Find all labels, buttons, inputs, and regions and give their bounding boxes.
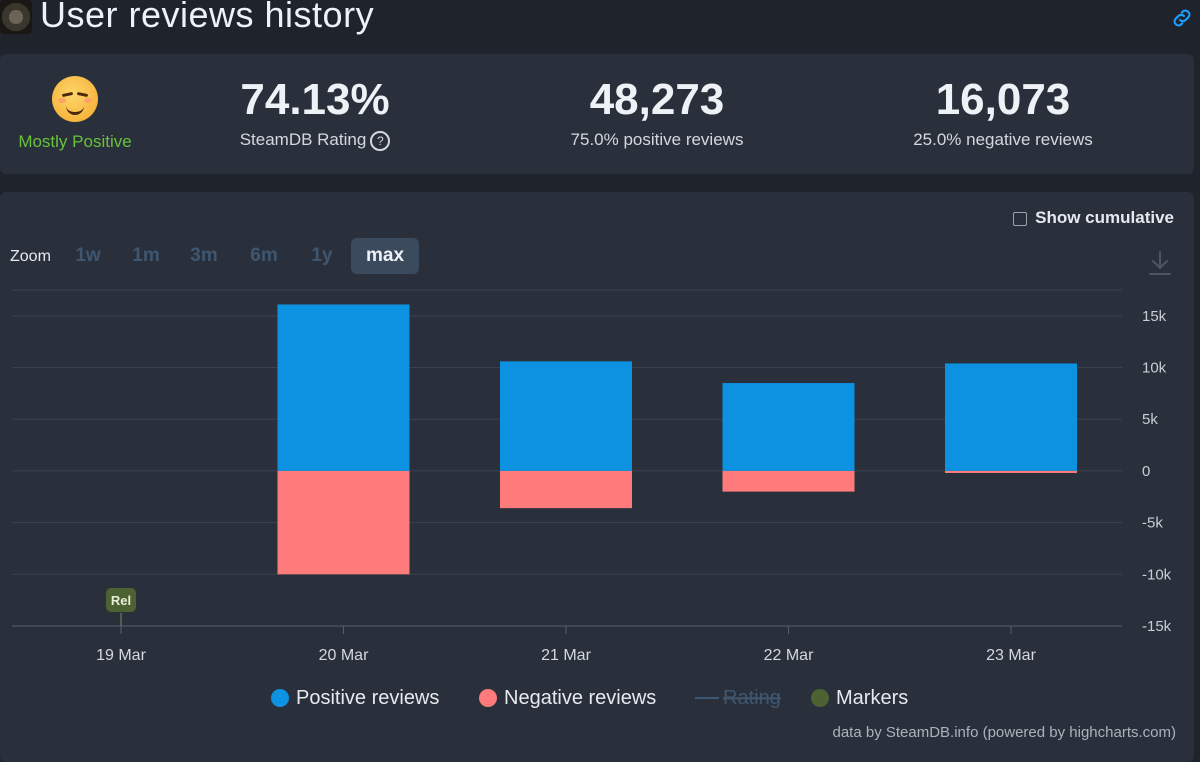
legend-negative-symbol[interactable] [479,689,497,707]
zoom-max-button[interactable]: max [351,238,419,274]
legend-positive-symbol[interactable] [271,689,289,707]
negative-bar[interactable] [500,470,632,509]
y-tick-label: -15k [1142,618,1172,635]
negative-bar[interactable] [945,470,1077,473]
y-tick-label: -5k [1142,515,1163,532]
rating-summary: Mostly Positive 74.13% SteamDB Rating? 4… [0,54,1194,174]
positive-label: 75.0% positive reviews [570,130,744,149]
y-tick-label: 15k [1142,308,1167,325]
cumulative-label: Show cumulative [1035,208,1174,227]
positive-bar[interactable] [945,363,1077,471]
smirk-emoji-icon [52,76,98,122]
steamdb-rating: 74.13% SteamDB Rating? [230,74,400,151]
cumulative-checkbox[interactable] [1013,211,1028,226]
reviews-chart: 15k 10k 5k 0 -5k -10k -15k 19 Mar 20 Mar 21 Mar 22… [12,289,1172,709]
x-tick-label: 23 Mar [986,647,1036,664]
zoom-3m-button[interactable]: 3m [190,245,218,266]
release-marker[interactable] [106,588,136,612]
review-verdict: Mostly Positive [10,76,140,152]
positive-bar[interactable] [722,383,855,471]
x-tick-label: 21 Mar [541,647,591,664]
y-tick-label: 0 [1142,463,1150,480]
show-cumulative-toggle[interactable]: Show cumulative [1013,208,1174,228]
zoom-1m-button[interactable]: 1m [132,245,160,266]
legend-markers-symbol[interactable] [811,689,829,707]
zoom-1w-button[interactable]: 1w [75,245,101,266]
positive-bar[interactable] [277,304,410,471]
help-icon[interactable]: ? [370,130,391,151]
negative-bar[interactable] [277,470,410,575]
negative-value: 16,073 [935,75,1071,124]
x-tick-label: 22 Mar [764,647,814,664]
x-tick-label: 20 Mar [319,647,369,664]
game-thumbnail[interactable] [0,0,32,34]
positive-bar[interactable] [500,361,632,471]
y-tick-label: 10k [1142,360,1167,377]
y-tick-label: 5k [1142,411,1158,428]
zoom-6m-button[interactable]: 6m [250,245,278,266]
y-tick-label: -10k [1142,566,1172,583]
legend-negative-label[interactable]: Negative reviews [504,687,656,709]
zoom-1y-button[interactable]: 1y [311,245,333,266]
rating-value: 74.13% [240,75,390,124]
negative-count: 16,073 25.0% negative reviews [884,74,1122,150]
x-tick-label: 19 Mar [96,647,146,664]
verdict-label: Mostly Positive [18,132,132,151]
positive-value: 48,273 [589,75,725,124]
header: User reviews history [0,0,1200,48]
zoom-label: Zoom [10,248,51,265]
negative-bar[interactable] [722,470,855,492]
negative-label: 25.0% negative reviews [913,130,1093,149]
legend-positive-label[interactable]: Positive reviews [296,687,439,709]
legend-rating-label[interactable]: Rating [723,687,781,709]
page-title: User reviews history [40,0,375,35]
chart-credits[interactable]: data by SteamDB.info (powered by highcha… [832,724,1177,741]
legend-markers-label[interactable]: Markers [836,687,908,709]
link-icon[interactable] [1170,6,1194,30]
download-icon[interactable] [1148,250,1172,276]
rating-label: SteamDB Rating [239,130,367,149]
release-marker-label: Rel [111,593,131,608]
positive-count: 48,273 75.0% positive reviews [540,74,774,150]
